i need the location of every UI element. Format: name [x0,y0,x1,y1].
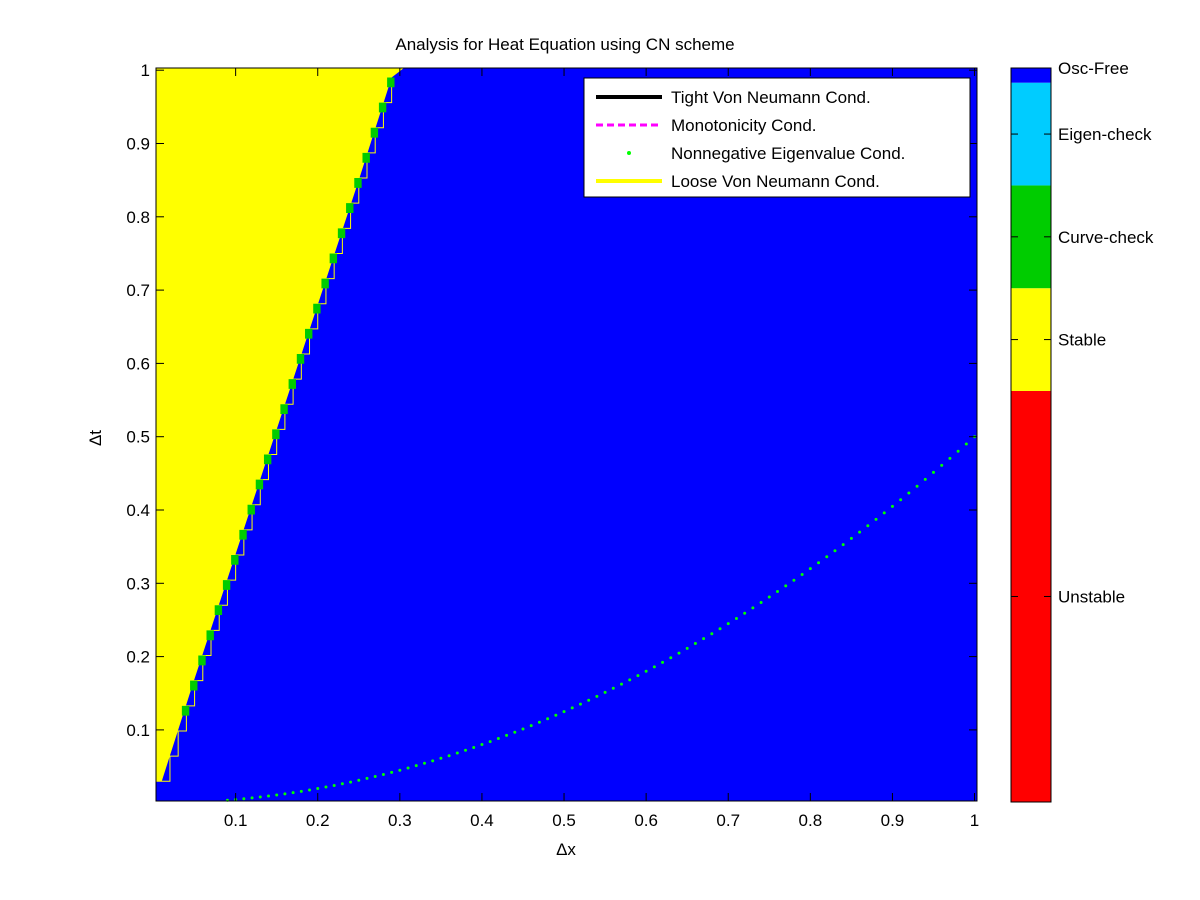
y-tick-label: 0.1 [126,721,150,740]
x-tick-label: 0.5 [552,811,576,830]
x-tick-label: 0.4 [470,811,494,830]
y-tick-label: 0.2 [126,648,150,667]
x-tick-label: 0.8 [799,811,823,830]
y-tick-label: 0.8 [126,208,150,227]
x-tick-label: 1 [970,811,979,830]
colorbar-segment [1011,68,1051,83]
y-tick-label: 0.7 [126,281,150,300]
x-tick-label: 0.1 [224,811,248,830]
legend-label: Monotonicity Cond. [671,116,817,135]
region-boundary-steps [156,77,393,782]
colorbar-frame [1010,67,1052,803]
y-tick-label: 0.9 [126,134,150,153]
y-tick-label: 0.3 [126,574,150,593]
x-tick-label: 0.6 [634,811,658,830]
y-axis-label: Δt [86,430,105,446]
x-axis-ticks: 0.1 0.2 0.3 0.4 0.5 0.6 0.7 0.8 0.9 1 [224,68,979,830]
colorbar-label: Unstable [1058,587,1125,606]
legend-label: Tight Von Neumann Cond. [671,88,871,107]
region-stable [156,68,404,782]
legend-label: Loose Von Neumann Cond. [671,172,880,191]
chart-title: Analysis for Heat Equation using CN sche… [395,35,734,54]
colorbar-label: Stable [1058,331,1106,350]
colorbar: Unstable Stable Curve-check Eigen-check Osc-… [1010,59,1154,803]
colorbar-label: Eigen-check [1058,125,1152,144]
legend-box [583,77,971,198]
legend: Tight Von Neumann Cond. Monotonicity Cond… [583,77,971,198]
y-tick-label: 0.6 [126,354,150,373]
x-tick-label: 0.7 [716,811,740,830]
y-axis-ticks: 0.1 0.2 0.3 0.4 0.5 0.6 0.7 0.8 0.9 1 [126,61,977,740]
y-tick-label: 0.5 [126,428,150,447]
x-axis-label: Δx [556,840,576,859]
y-tick-label: 0.4 [126,501,150,520]
series-nonnegative-eigenvalue [225,435,977,802]
colorbar-label: Osc-Free [1058,59,1129,78]
x-tick-label: 0.2 [306,811,330,830]
legend-label: Nonnegative Eigenvalue Cond. [671,144,905,163]
x-tick-label: 0.9 [881,811,905,830]
colorbar-label: Curve-check [1058,228,1154,247]
legend-marker [627,151,631,155]
region-curve-check [181,77,395,716]
y-tick-label: 1 [141,61,150,80]
axes-box [155,67,978,802]
x-tick-label: 0.3 [388,811,412,830]
